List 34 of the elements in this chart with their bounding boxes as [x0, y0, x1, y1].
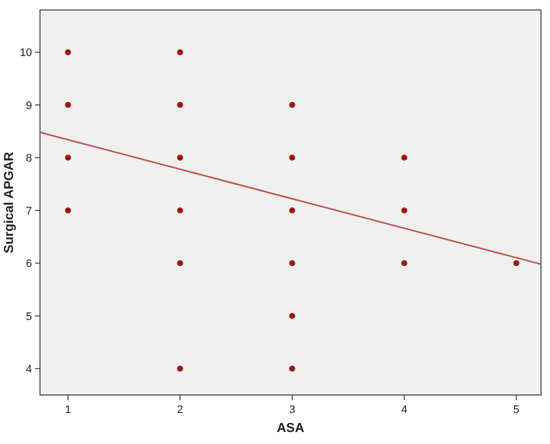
x-tick-label: 4 [401, 404, 408, 416]
x-tick-label: 2 [177, 404, 184, 416]
x-tick-label: 1 [64, 404, 72, 416]
point [513, 260, 520, 266]
y-tick-label: 8 [26, 152, 32, 165]
y-tick-label: 4 [26, 364, 32, 376]
point [401, 154, 408, 161]
point [65, 102, 72, 108]
point [289, 312, 296, 319]
point [401, 260, 408, 266]
y-axis-title: Surgical APGAR [1, 151, 16, 254]
y-tick-label: 6 [26, 258, 32, 270]
point [65, 154, 72, 161]
point [289, 154, 296, 161]
point [289, 366, 296, 372]
y-tick-label: 10 [20, 47, 32, 60]
point [65, 207, 72, 214]
point [177, 102, 184, 108]
x-tick-label: 5 [513, 404, 520, 416]
point [177, 207, 184, 214]
point [289, 260, 296, 266]
point [65, 49, 72, 56]
point [401, 207, 408, 214]
point [177, 49, 184, 56]
point [289, 102, 296, 108]
y-tick-label: 9 [26, 100, 32, 112]
x-tick-label: 3 [289, 404, 296, 416]
point [177, 154, 184, 161]
y-tick-label: 5 [26, 310, 32, 323]
point [177, 260, 184, 266]
point [289, 207, 296, 214]
x-axis-title: ASA [276, 420, 305, 435]
point [177, 366, 184, 372]
y-tick-label: 7 [26, 205, 32, 218]
